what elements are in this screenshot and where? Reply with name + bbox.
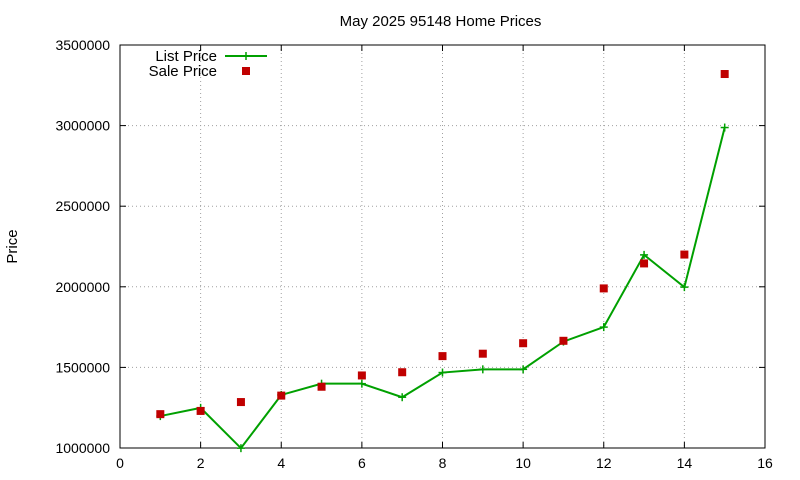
legend-label-list-price: List Price xyxy=(155,48,217,65)
series xyxy=(156,70,729,453)
legend-marker-sale-price xyxy=(242,67,250,75)
data-point-sale-price xyxy=(357,371,366,380)
data-point-list-price xyxy=(599,323,608,332)
tick-labels: 0 2 4 6 8 10 12 14 16 1000000 1500000 2000000 250000… xyxy=(55,37,773,471)
legend-marker-list-price xyxy=(242,52,250,60)
data-point-sale-price xyxy=(720,70,729,79)
data-point-sale-price xyxy=(196,406,205,415)
data-point-list-price xyxy=(478,365,487,374)
legend-label-sale-price: Sale Price xyxy=(149,63,217,80)
chart-title: May 2025 95148 Home Prices xyxy=(340,13,542,30)
x-tick-label: 4 xyxy=(277,455,285,471)
y-tick-label: 1500000 xyxy=(55,359,110,375)
data-point-list-price xyxy=(357,379,366,388)
series-line-list-price xyxy=(160,127,726,450)
y-tick-label: 2000000 xyxy=(55,279,110,295)
data-point-list-price xyxy=(640,250,649,259)
y-tick-label: 1000000 xyxy=(55,440,110,456)
data-point-list-price xyxy=(398,393,407,402)
plot-frame xyxy=(119,44,766,449)
data-point-sale-price xyxy=(680,250,689,259)
data-point-list-price xyxy=(236,444,245,453)
data-point-sale-price xyxy=(317,382,326,391)
data-point-list-price xyxy=(438,368,447,377)
data-point-sale-price xyxy=(156,410,165,419)
data-point-list-price xyxy=(720,123,729,132)
y-tick-label: 2500000 xyxy=(55,198,110,214)
data-point-sale-price xyxy=(236,398,245,407)
x-tick-label: 14 xyxy=(677,455,693,471)
data-point-list-price xyxy=(680,283,689,292)
data-point-sale-price xyxy=(398,368,407,377)
data-point-sale-price xyxy=(277,391,286,400)
y-tick-label: 3000000 xyxy=(55,118,110,134)
legend-symbols xyxy=(225,52,267,75)
axes xyxy=(119,44,766,449)
x-tick-label: 2 xyxy=(197,455,205,471)
data-point-sale-price xyxy=(438,352,447,361)
x-tick-label: 10 xyxy=(515,455,531,471)
x-tick-label: 12 xyxy=(596,455,612,471)
x-tick-label: 0 xyxy=(116,455,124,471)
series-sale-price xyxy=(156,70,729,419)
y-axis-label: Price xyxy=(4,229,21,263)
data-point-sale-price xyxy=(559,336,568,345)
x-tick-label: 16 xyxy=(757,455,773,471)
legend: List Price Sale Price xyxy=(149,48,267,80)
x-tick-label: 6 xyxy=(358,455,366,471)
grid xyxy=(120,45,765,448)
data-point-sale-price xyxy=(599,284,608,293)
y-tick-label: 3500000 xyxy=(55,37,110,53)
x-tick-label: 8 xyxy=(439,455,447,471)
data-point-sale-price xyxy=(519,339,528,348)
data-point-sale-price xyxy=(478,349,487,358)
data-point-list-price xyxy=(519,365,528,374)
data-point-sale-price xyxy=(640,259,649,268)
